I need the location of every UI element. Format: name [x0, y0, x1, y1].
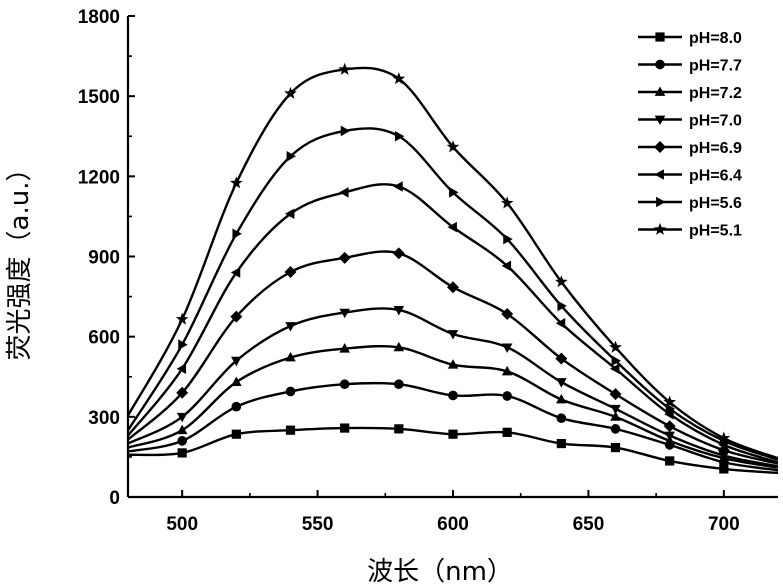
- data-point-1-9: [611, 424, 621, 434]
- data-point-2-1: [177, 425, 188, 434]
- legend-marker-4: [654, 141, 666, 153]
- data-point-1-6: [448, 391, 458, 401]
- plot-lines: [128, 68, 778, 473]
- legend-label-6: pH=5.6: [689, 195, 742, 212]
- legend-label-7: pH=5.1: [689, 223, 742, 240]
- data-point-1-8: [557, 413, 567, 423]
- data-point-4-4: [339, 252, 351, 264]
- data-point-7-1: [176, 313, 189, 325]
- data-point-0-10: [665, 456, 674, 465]
- data-point-2-2: [231, 377, 242, 386]
- data-point-5-2: [231, 267, 240, 278]
- data-point-4-10: [664, 420, 676, 432]
- legend-marker-1: [655, 60, 665, 70]
- x-tick-label-3: 650: [573, 514, 605, 535]
- data-point-1-3: [286, 387, 296, 397]
- plot-markers: [176, 63, 730, 474]
- legend-label-5: pH=6.4: [689, 168, 742, 185]
- data-point-3-1: [177, 413, 188, 422]
- data-point-0-6: [448, 430, 457, 439]
- x-axis-title: 波长（nm）: [367, 557, 513, 587]
- y-tick-label-3: 900: [88, 248, 120, 269]
- data-point-4-9: [610, 388, 622, 400]
- legend: pH=8.0 pH=7.7 pH=7.2 pH=7.0 pH=6.9 pH=6.4 pH=5…: [638, 30, 742, 240]
- y-tick-label-1: 300: [88, 408, 120, 429]
- legend-label-3: pH=7.0: [689, 113, 742, 130]
- data-point-0-3: [286, 426, 295, 435]
- y-tick-label-4: 1200: [78, 167, 120, 188]
- data-point-0-5: [394, 424, 403, 433]
- data-point-5-1: [177, 363, 186, 374]
- data-point-0-4: [340, 423, 349, 432]
- y-axis-title: 荧光强度（a.u.）: [5, 156, 35, 361]
- x-tick-label-2: 600: [437, 514, 469, 535]
- data-point-0-1: [178, 448, 187, 457]
- data-point-5-4: [339, 187, 348, 198]
- data-point-6-4: [341, 126, 350, 137]
- data-point-1-2: [232, 402, 242, 412]
- legend-label-4: pH=6.9: [689, 140, 742, 157]
- data-point-0-8: [557, 439, 566, 448]
- legend-label-1: pH=7.7: [689, 58, 742, 75]
- y-tick-label-5: 1500: [78, 87, 120, 108]
- legend-marker-0: [655, 32, 664, 41]
- data-point-1-7: [502, 391, 512, 401]
- data-point-7-2: [230, 176, 243, 188]
- legend-label-0: pH=8.0: [689, 30, 742, 47]
- y-tick-label-0: 0: [109, 488, 120, 509]
- data-point-4-6: [447, 281, 459, 293]
- data-point-7-4: [338, 63, 351, 75]
- legend-marker-5: [654, 169, 663, 180]
- data-point-1-1: [177, 436, 187, 446]
- x-tick-label-4: 700: [708, 514, 740, 535]
- data-point-1-4: [340, 379, 350, 389]
- y-tick-label-2: 600: [88, 328, 120, 349]
- data-point-0-9: [611, 443, 620, 452]
- data-point-0-7: [503, 428, 512, 437]
- data-point-5-5: [393, 181, 402, 192]
- x-tick-label-0: 500: [166, 514, 198, 535]
- legend-marker-6: [656, 197, 665, 208]
- legend-marker-7: [654, 223, 667, 235]
- y-tick-label-6: 1800: [78, 7, 120, 28]
- data-point-4-5: [393, 247, 405, 259]
- x-tick-label-1: 550: [302, 514, 334, 535]
- legend-label-2: pH=7.2: [689, 85, 742, 102]
- data-point-4-3: [285, 266, 297, 278]
- data-point-0-2: [232, 430, 241, 439]
- data-point-1-5: [394, 379, 404, 389]
